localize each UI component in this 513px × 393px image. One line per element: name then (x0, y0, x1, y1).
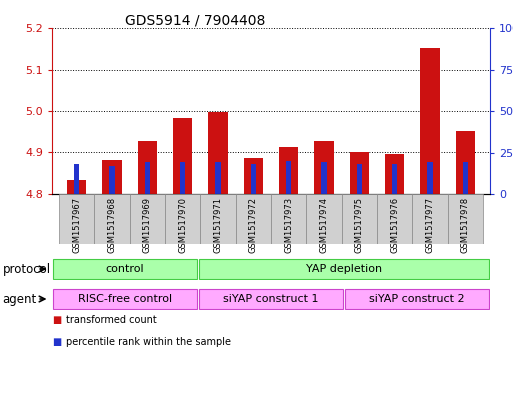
Text: GSM1517969: GSM1517969 (143, 196, 152, 252)
Bar (314, 141, 333, 194)
Bar (53, 259, 197, 279)
Text: transformed count: transformed count (66, 315, 157, 325)
Bar (349, 152, 369, 194)
Bar (102, 160, 122, 194)
Text: GSM1517978: GSM1517978 (461, 196, 470, 253)
Bar (357, 164, 362, 194)
Bar (173, 118, 192, 194)
Bar (251, 164, 256, 194)
Text: ■: ■ (52, 337, 61, 347)
Bar (201, 194, 235, 244)
Bar (180, 162, 185, 194)
Text: GSM1517971: GSM1517971 (213, 196, 223, 252)
Text: percentile rank within the sample: percentile rank within the sample (66, 337, 231, 347)
Text: ■: ■ (52, 315, 61, 325)
Bar (208, 112, 228, 194)
Bar (412, 194, 448, 244)
Bar (145, 162, 150, 194)
Text: GSM1517974: GSM1517974 (320, 196, 328, 252)
Text: siYAP construct 1: siYAP construct 1 (223, 294, 319, 304)
Bar (165, 194, 201, 244)
Text: GSM1517972: GSM1517972 (249, 196, 258, 252)
Text: GSM1517975: GSM1517975 (355, 196, 364, 252)
Bar (130, 194, 165, 244)
Text: GSM1517968: GSM1517968 (108, 196, 116, 253)
Text: GDS5914 / 7904408: GDS5914 / 7904408 (125, 14, 265, 28)
Bar (74, 164, 80, 194)
Text: YAP depletion: YAP depletion (306, 264, 382, 274)
Bar (427, 162, 432, 194)
Text: RISC-free control: RISC-free control (78, 294, 172, 304)
Text: protocol: protocol (3, 263, 51, 275)
Text: GSM1517970: GSM1517970 (178, 196, 187, 252)
Bar (109, 166, 115, 194)
Text: control: control (106, 264, 144, 274)
Bar (385, 154, 404, 194)
Bar (377, 194, 412, 244)
Bar (342, 194, 377, 244)
Bar (215, 162, 221, 194)
Bar (448, 194, 483, 244)
Text: GSM1517967: GSM1517967 (72, 196, 81, 253)
Text: agent: agent (3, 292, 37, 305)
Bar (345, 289, 489, 309)
Text: GSM1517973: GSM1517973 (284, 196, 293, 253)
Bar (392, 164, 397, 194)
Bar (279, 147, 299, 194)
Bar (67, 180, 86, 194)
Bar (244, 158, 263, 194)
Text: siYAP construct 2: siYAP construct 2 (369, 294, 465, 304)
Bar (53, 289, 197, 309)
Bar (321, 162, 327, 194)
Bar (94, 194, 130, 244)
Text: GSM1517976: GSM1517976 (390, 196, 399, 253)
Text: GSM1517977: GSM1517977 (425, 196, 435, 253)
Bar (199, 289, 343, 309)
Bar (286, 161, 291, 194)
Bar (235, 194, 271, 244)
Bar (271, 194, 306, 244)
Bar (456, 131, 475, 194)
Bar (137, 141, 157, 194)
Bar (59, 194, 94, 244)
Bar (199, 259, 489, 279)
Bar (463, 162, 468, 194)
Bar (306, 194, 342, 244)
Bar (420, 48, 440, 194)
